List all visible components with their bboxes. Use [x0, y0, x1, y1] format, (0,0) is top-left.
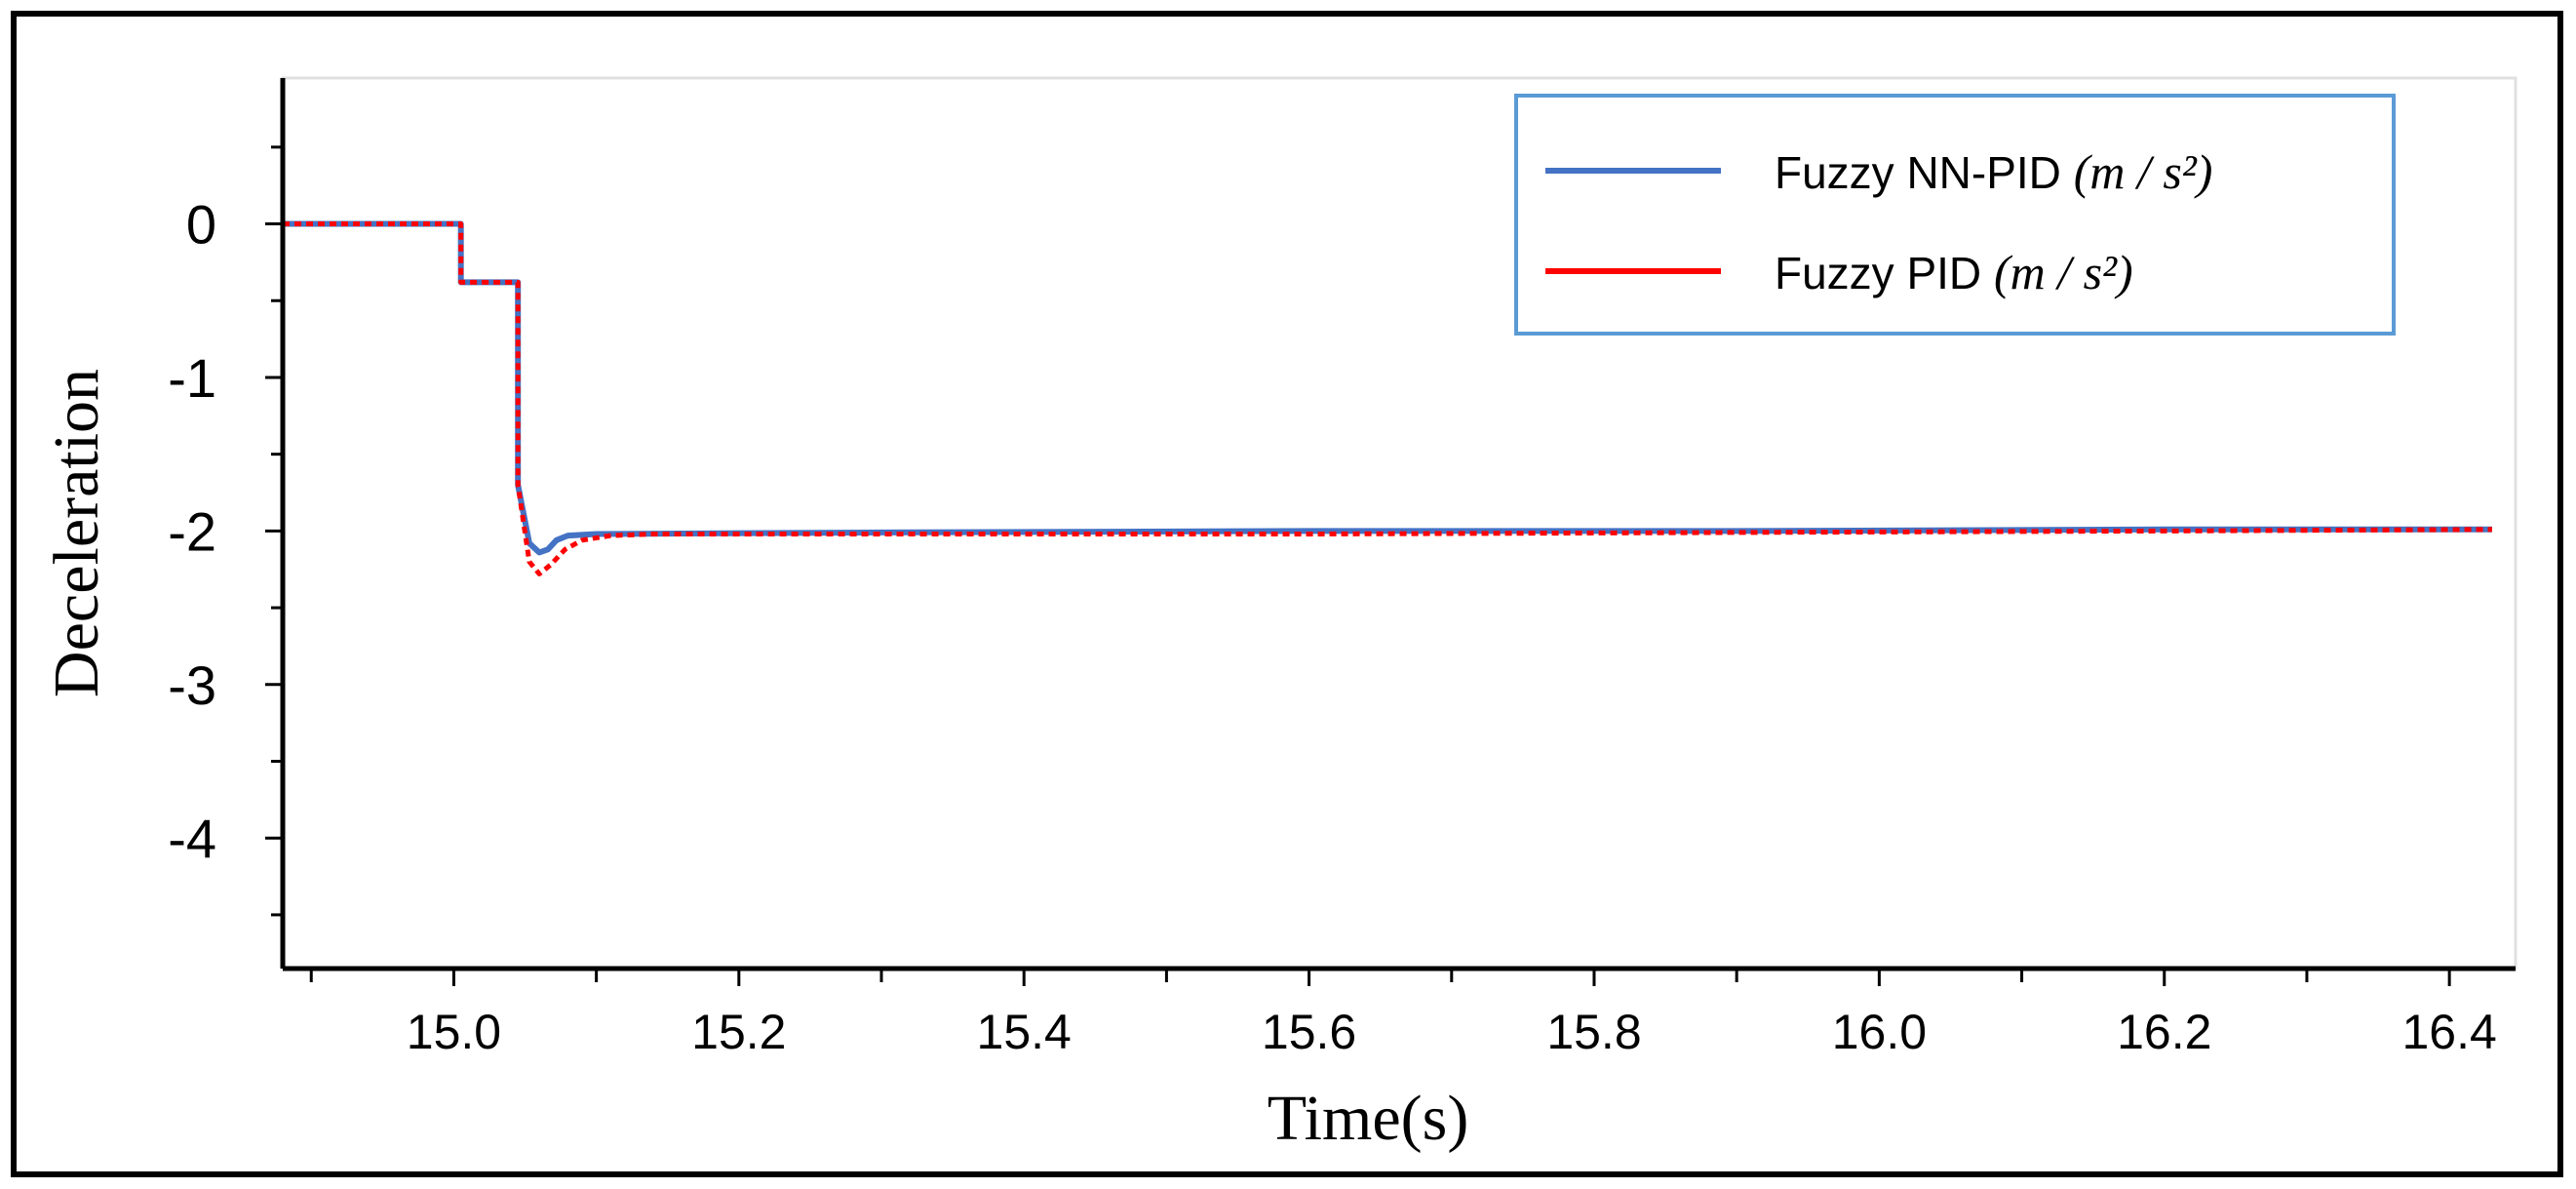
series-line-1	[283, 221, 2493, 576]
chart-axes: 0 -1 -2 -3 -4 15.0 15.2 15.4 15.6 15.8 16.0 16.2 16.…	[41, 78, 2516, 1154]
x-tick-label: 15.0	[407, 1005, 501, 1059]
y-tick-label: -2	[168, 500, 216, 562]
y-tick-label: 0	[186, 194, 216, 256]
chart-marks	[283, 220, 2493, 576]
legend: Fuzzy NN-PID (m / s²) Fuzzy PID (m / s²)	[1514, 94, 2396, 336]
y-tick-label: -4	[168, 808, 216, 869]
x-tick-label: 15.4	[977, 1005, 1072, 1059]
x-axis-title: Time(s)	[1268, 1083, 1469, 1154]
x-tick-label: 16.2	[2117, 1005, 2211, 1059]
x-tick-label: 15.2	[691, 1005, 786, 1059]
legend-unit-1: (m / s²)	[1994, 245, 2133, 299]
legend-box	[1514, 94, 2396, 336]
legend-label-0: Fuzzy NN-PID (m / s²)	[1775, 144, 2212, 199]
legend-label-1: Fuzzy PID (m / s²)	[1775, 245, 2133, 299]
legend-unit-0: (m / s²)	[2074, 144, 2213, 199]
x-tick-label: 16.0	[1832, 1005, 1927, 1059]
y-tick-label: -3	[168, 654, 216, 716]
y-axis-title: Deceleration	[41, 369, 112, 697]
y-tick-label: -1	[168, 347, 216, 409]
x-tick-label: 15.8	[1546, 1005, 1641, 1059]
x-tick-label: 15.6	[1262, 1005, 1356, 1059]
x-tick-label: 16.4	[2401, 1005, 2496, 1059]
